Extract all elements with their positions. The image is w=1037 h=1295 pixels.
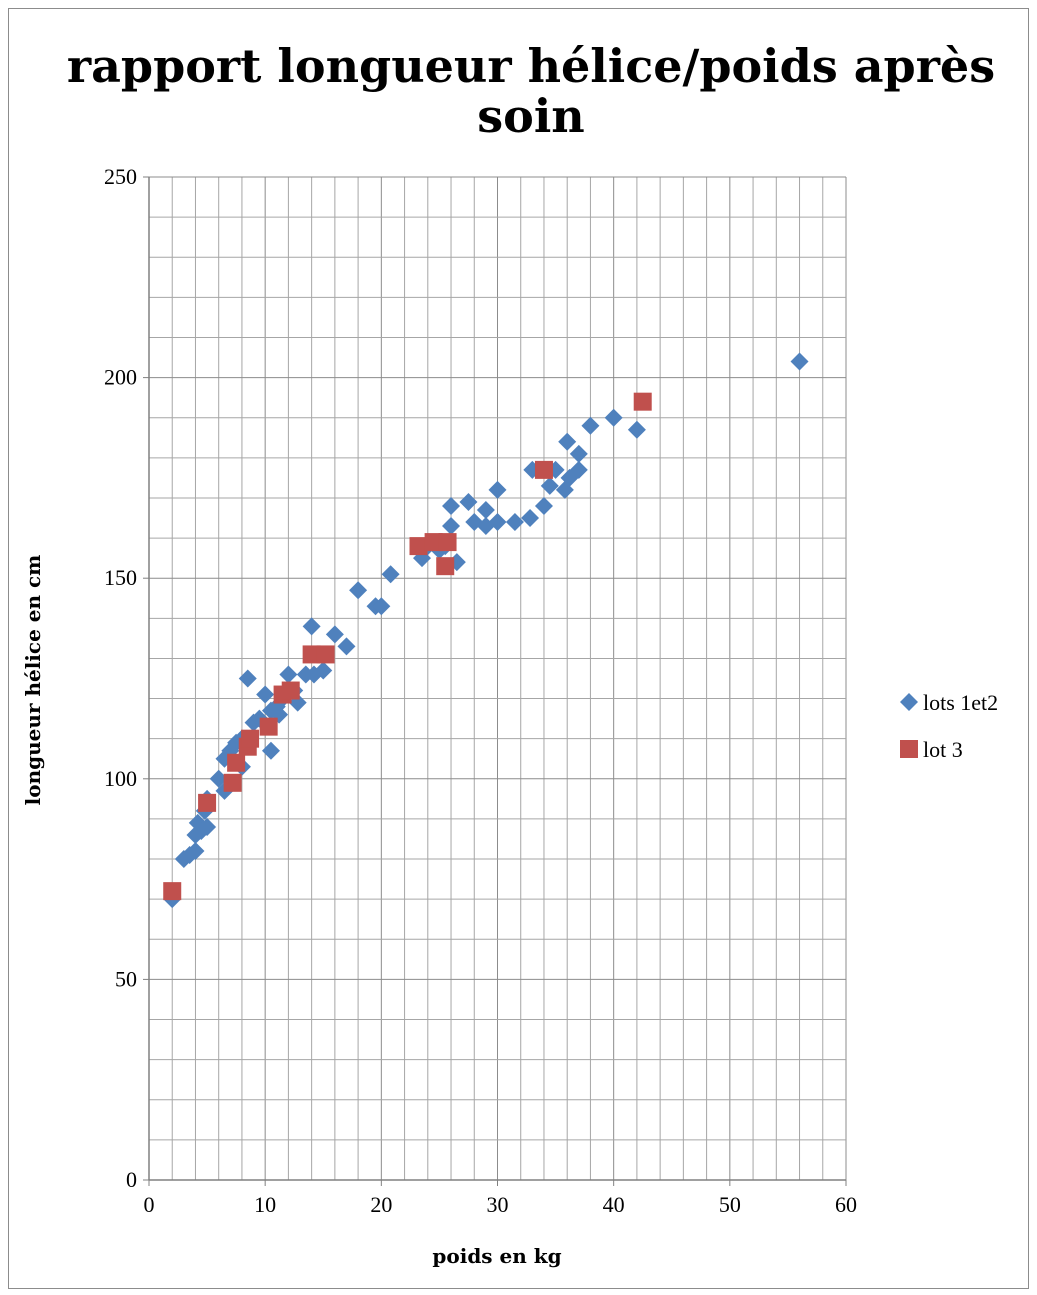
data-point	[372, 597, 391, 616]
data-point	[325, 625, 344, 644]
data-point	[569, 460, 588, 479]
data-point	[534, 496, 553, 515]
tick-labels: 0 10 20 30 40 50 60 0 50 100 150 200 250	[104, 164, 857, 1217]
data-point	[337, 637, 356, 656]
data-point	[424, 533, 443, 552]
data-point	[381, 565, 400, 584]
data-point	[627, 420, 646, 439]
x-tick-label: 50	[719, 1192, 741, 1217]
legend: lots 1et2 lot 3	[900, 690, 998, 762]
data-point	[790, 352, 809, 371]
data-point	[198, 817, 217, 836]
series-2	[163, 392, 652, 901]
chart-frame	[8, 8, 1029, 1289]
y-tick-label: 200	[104, 365, 137, 390]
series-1	[163, 352, 809, 909]
data-point	[581, 416, 600, 435]
x-tick-label: 10	[254, 1192, 276, 1217]
x-tick-label: 60	[835, 1192, 857, 1217]
data-point	[223, 773, 242, 792]
data-point	[302, 645, 321, 664]
data-points	[163, 352, 809, 909]
data-point	[261, 741, 280, 760]
data-point	[488, 480, 507, 499]
data-point	[279, 665, 298, 684]
data-point	[302, 617, 321, 636]
data-point	[198, 793, 217, 812]
x-tick-label: 0	[144, 1192, 155, 1217]
y-tick-label: 250	[104, 164, 137, 189]
data-point	[558, 432, 577, 451]
data-point	[409, 537, 428, 556]
data-point	[186, 842, 205, 861]
data-point	[569, 444, 588, 463]
data-point	[540, 476, 559, 495]
data-point	[442, 496, 461, 515]
data-point	[436, 557, 455, 576]
data-point	[488, 513, 507, 532]
chart-title-line-1: rapport longueur hélice/poids après	[67, 39, 995, 93]
chart-axes	[143, 176, 847, 1186]
legend-label: lot 3	[923, 737, 963, 762]
y-tick-label: 0	[126, 1167, 137, 1192]
data-point	[442, 517, 461, 536]
legend-marker-square	[900, 740, 918, 758]
legend-label: lots 1et2	[923, 690, 998, 715]
data-point	[459, 492, 478, 511]
legend-marker-diamond	[900, 693, 918, 711]
y-tick-label: 150	[104, 565, 137, 590]
x-axis-label: poids en kg	[432, 1244, 561, 1268]
data-point	[314, 661, 333, 680]
data-point	[534, 460, 553, 479]
data-point	[438, 533, 457, 552]
x-tick-label: 30	[487, 1192, 509, 1217]
data-point	[476, 500, 495, 519]
data-point	[227, 753, 246, 772]
chart-title: rapport longueur hélice/poids après soin	[67, 39, 995, 143]
x-tick-label: 20	[370, 1192, 392, 1217]
data-point	[241, 729, 260, 748]
y-axis-label: longueur hélice en cm	[21, 555, 45, 806]
data-point	[259, 717, 278, 736]
data-point	[238, 669, 257, 688]
chart-title-line-2: soin	[477, 89, 585, 143]
x-tick-label: 40	[603, 1192, 625, 1217]
data-point	[256, 685, 275, 704]
y-tick-label: 100	[104, 766, 137, 791]
data-point	[521, 509, 540, 528]
y-tick-label: 50	[115, 966, 137, 991]
data-point	[163, 882, 182, 901]
data-point	[349, 581, 368, 600]
data-point	[505, 513, 524, 532]
data-point	[604, 408, 623, 427]
data-point	[633, 392, 652, 411]
data-point	[316, 645, 335, 664]
data-point	[281, 681, 300, 700]
